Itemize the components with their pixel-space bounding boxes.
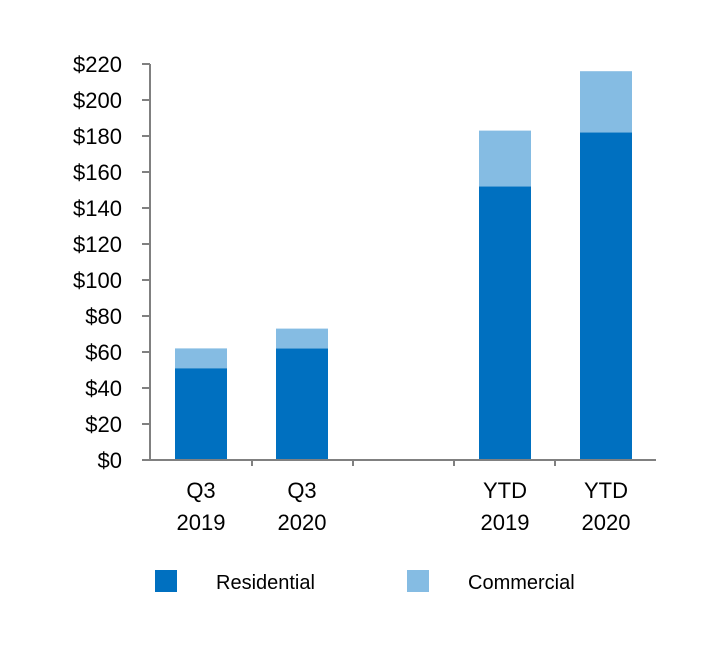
y-tick-label: $160 — [73, 160, 122, 185]
legend-label-commercial: Commercial — [468, 572, 575, 594]
category-label: YTD — [584, 478, 628, 503]
y-tick-label: $40 — [85, 376, 122, 401]
category-label: Q3 — [287, 478, 316, 503]
category-label: 2019 — [177, 510, 226, 535]
y-axis — [142, 63, 151, 461]
bar-commercial-0 — [175, 348, 227, 369]
legend-swatch-commercial — [407, 570, 429, 592]
category-label: Q3 — [186, 478, 215, 503]
y-tick-label: $140 — [73, 196, 122, 221]
bar-commercial-3 — [580, 71, 632, 133]
bar-residential-1 — [276, 348, 328, 460]
y-tick-label: $100 — [73, 268, 122, 293]
y-tick-label: $120 — [73, 232, 122, 257]
bar-residential-3 — [580, 132, 632, 460]
category-label: 2020 — [278, 510, 327, 535]
category-label: 2020 — [582, 510, 631, 535]
bar-residential-2 — [479, 186, 531, 460]
y-tick-label: $60 — [85, 340, 122, 365]
bar-residential-0 — [175, 368, 227, 460]
x-axis — [142, 459, 656, 466]
y-tick-label: $80 — [85, 304, 122, 329]
legend: Residential Commercial — [155, 570, 575, 594]
y-tick-label: $0 — [98, 448, 122, 473]
category-labels: Q3 2019 Q3 2020 YTD 2019 YTD 2020 — [177, 478, 631, 535]
y-tick-labels: $0 $20 $40 $60 $80 $100 $120 $140 $160 $180 $200 $2… — [73, 52, 122, 473]
legend-swatch-residential — [155, 570, 177, 592]
bar-commercial-1 — [276, 328, 328, 349]
bar-commercial-2 — [479, 130, 531, 187]
y-tick-label: $20 — [85, 412, 122, 437]
y-tick-label: $200 — [73, 88, 122, 113]
legend-label-residential: Residential — [216, 572, 315, 594]
bars-group — [175, 71, 632, 460]
category-label: 2019 — [481, 510, 530, 535]
y-tick-label: $180 — [73, 124, 122, 149]
y-tick-label: $220 — [73, 52, 122, 77]
category-label: YTD — [483, 478, 527, 503]
